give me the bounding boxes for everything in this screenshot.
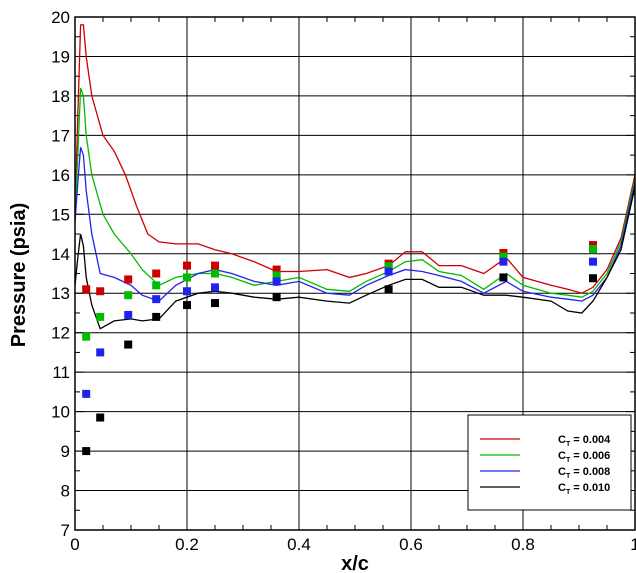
x-tick-label: 0.6 <box>399 535 423 554</box>
x-tick-label: 0.2 <box>175 535 199 554</box>
data-point-3 <box>152 312 161 321</box>
data-point-2 <box>183 287 191 296</box>
y-tick-label: 17 <box>51 126 70 145</box>
y-tick-label: 11 <box>52 363 70 382</box>
data-point-0 <box>272 265 281 274</box>
data-point-0 <box>152 269 161 278</box>
data-point-1 <box>82 332 91 341</box>
data-point-2 <box>272 277 281 286</box>
legend: CT = 0.004 CT = 0.006 CT = 0.008 CT = 0.010 <box>467 414 632 511</box>
data-point-2 <box>589 257 597 266</box>
legend-box <box>467 414 632 511</box>
series-line-0 <box>75 24 635 294</box>
data-point-0 <box>96 287 105 296</box>
y-tick-label: 8 <box>61 482 70 501</box>
data-point-3 <box>82 447 91 456</box>
y-tick-label: 7 <box>61 521 70 540</box>
x-tick-label: 0 <box>70 535 79 554</box>
data-layer <box>75 24 635 456</box>
y-tick-label: 18 <box>51 87 70 106</box>
legend-label-3: CT = 0.010 <box>558 482 610 496</box>
data-point-2 <box>384 267 393 276</box>
x-tick-label: 0.4 <box>287 535 311 554</box>
data-point-1 <box>499 252 508 261</box>
x-tick-label: 0.8 <box>511 535 535 554</box>
y-tick-label: 9 <box>61 442 70 461</box>
series-line-1 <box>75 87 635 298</box>
data-point-1 <box>211 269 219 278</box>
data-point-3 <box>96 413 105 422</box>
data-point-0 <box>82 285 91 294</box>
data-point-1 <box>124 291 133 300</box>
data-point-1 <box>272 271 281 280</box>
data-point-2 <box>82 389 91 398</box>
y-tick-label: 16 <box>51 166 70 185</box>
legend-label-2: CT = 0.008 <box>558 466 610 480</box>
data-point-3 <box>589 274 597 283</box>
series-line-2 <box>75 146 635 302</box>
data-point-3 <box>124 340 133 349</box>
y-tick-label: 20 <box>51 8 70 27</box>
data-point-3 <box>384 285 393 294</box>
data-point-2 <box>211 283 219 292</box>
data-point-2 <box>499 257 508 266</box>
data-point-2 <box>124 310 133 319</box>
data-point-2 <box>96 348 105 357</box>
data-point-3 <box>183 301 191 310</box>
y-axis-title: Pressure (psia) <box>8 203 30 348</box>
y-tick-label: 13 <box>51 284 70 303</box>
y-tick-label: 15 <box>51 205 70 224</box>
y-tick-label: 12 <box>51 324 70 343</box>
grid <box>75 17 635 530</box>
x-tick-label: 1 <box>630 535 636 554</box>
data-point-3 <box>272 293 281 302</box>
data-point-1 <box>384 262 393 271</box>
data-point-2 <box>152 295 161 304</box>
data-point-3 <box>211 299 219 308</box>
data-point-3 <box>499 273 508 282</box>
data-point-1 <box>589 245 597 254</box>
data-point-0 <box>183 261 191 270</box>
y-tick-label: 14 <box>51 245 70 264</box>
y-tick-label: 10 <box>51 403 70 422</box>
series-line-3 <box>75 186 635 330</box>
data-point-0 <box>124 275 133 284</box>
data-point-1 <box>96 312 105 321</box>
plot-frame <box>74 16 636 531</box>
tick-marks <box>74 16 636 531</box>
legend-label-0: CT = 0.004 <box>558 434 611 448</box>
legend-label-1: CT = 0.006 <box>558 450 610 464</box>
data-point-1 <box>183 273 191 282</box>
y-tick-label: 19 <box>51 47 70 66</box>
data-point-1 <box>152 281 161 290</box>
x-axis-title: x/c <box>341 553 369 573</box>
data-point-0 <box>211 261 219 270</box>
